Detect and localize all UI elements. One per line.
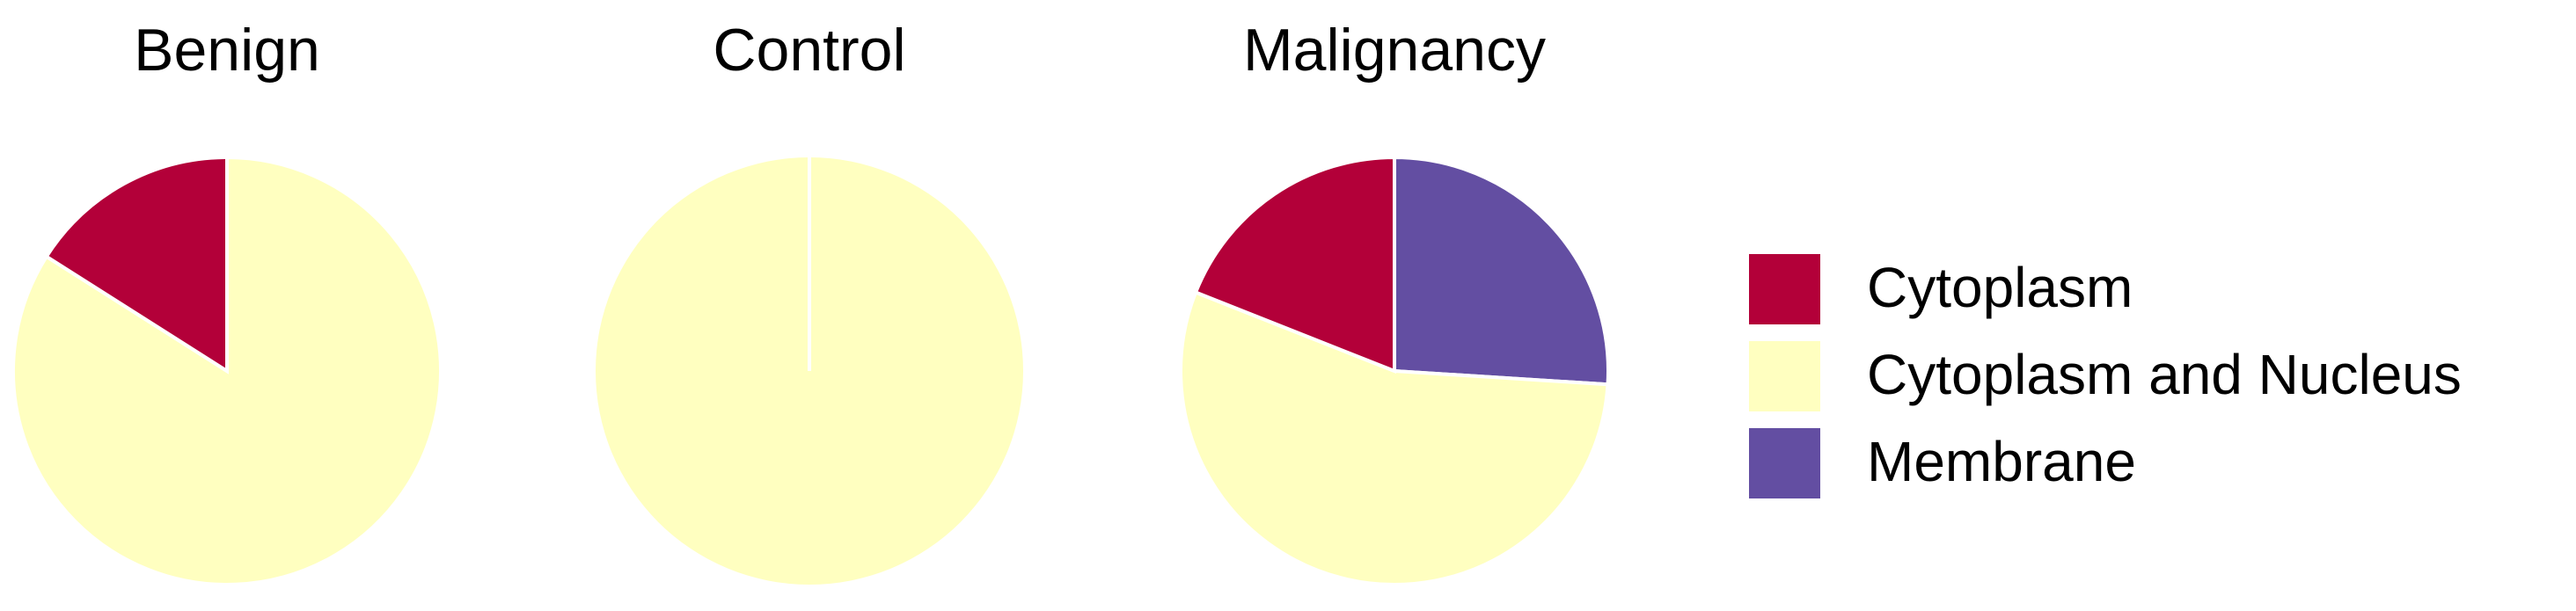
pie-slice	[1393, 155, 1610, 387]
legend-swatch	[1749, 341, 1820, 411]
chart-title: Benign	[134, 17, 320, 84]
pie-slice	[1193, 155, 1396, 374]
legend-swatch	[1749, 254, 1820, 324]
pie-slice	[44, 155, 229, 375]
pie-slice	[1179, 289, 1610, 586]
legend-label: Cytoplasm and Nucleus	[1867, 343, 2462, 406]
legend-label: Cytoplasm	[1867, 256, 2133, 319]
chart-title: Control	[713, 17, 905, 84]
legend-label: Membrane	[1867, 430, 2136, 493]
chart-title: Malignancy	[1243, 17, 1546, 84]
legend-swatch	[1749, 428, 1820, 498]
